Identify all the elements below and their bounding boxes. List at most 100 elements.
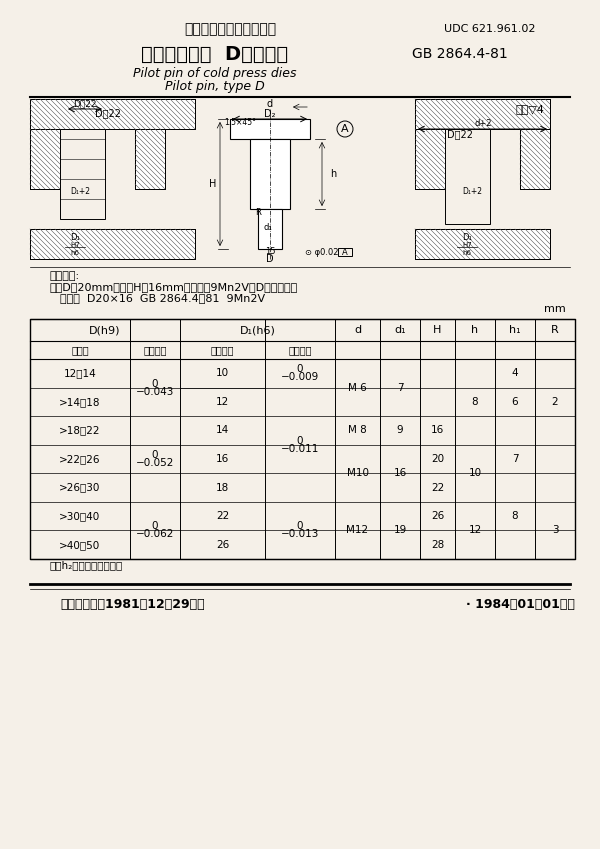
Bar <box>135 129 165 189</box>
Bar <box>250 139 290 209</box>
Bar <box>415 229 550 259</box>
Text: −0.052: −0.052 <box>136 458 174 468</box>
Text: −0.011: −0.011 <box>281 444 319 453</box>
Text: 极限偏差: 极限偏差 <box>143 345 167 355</box>
Text: mm: mm <box>544 304 566 314</box>
Text: 22: 22 <box>431 482 444 492</box>
Bar <box>415 229 550 259</box>
Text: M12: M12 <box>346 526 368 536</box>
Text: 0: 0 <box>152 379 158 389</box>
Text: H: H <box>209 179 217 189</box>
Text: d: d <box>354 325 361 335</box>
Text: 10: 10 <box>216 368 229 379</box>
Text: D₁: D₁ <box>70 233 80 241</box>
Text: 12: 12 <box>216 396 229 407</box>
Text: 其余▽4: 其余▽4 <box>515 104 544 114</box>
Text: >22～26: >22～26 <box>59 454 101 464</box>
Bar <box>135 129 165 189</box>
Text: 极限偏差: 极限偏差 <box>288 345 312 355</box>
Text: 28: 28 <box>431 540 444 549</box>
Text: 19: 19 <box>394 526 407 536</box>
Text: GB 2864.4-81: GB 2864.4-81 <box>412 47 508 61</box>
Text: D(h9): D(h9) <box>89 325 121 335</box>
Bar <box>338 248 352 256</box>
Text: 中华人民共和国国家标准: 中华人民共和国国家标准 <box>184 22 276 36</box>
Text: D₁+2: D₁+2 <box>70 187 90 195</box>
Text: h: h <box>330 169 336 179</box>
Text: 基本尺: 基本尺 <box>71 345 89 355</box>
Bar <box>415 129 445 189</box>
Bar <box>30 99 195 129</box>
Text: 7: 7 <box>512 454 518 464</box>
Text: 2: 2 <box>551 396 559 407</box>
Text: >26～30: >26～30 <box>59 482 101 492</box>
Text: 4: 4 <box>512 368 518 379</box>
Text: 22: 22 <box>216 511 229 521</box>
Text: D₁+2: D₁+2 <box>462 187 482 195</box>
Text: 16: 16 <box>431 425 444 436</box>
Bar <box>230 119 310 139</box>
Text: H7: H7 <box>70 242 80 248</box>
Text: D₂: D₂ <box>264 109 276 119</box>
Text: 注：h₂尺寸设计时确定。: 注：h₂尺寸设计时确定。 <box>50 560 123 570</box>
Text: 冷冲模导正销  D型导正销: 冷冲模导正销 D型导正销 <box>142 44 289 64</box>
Text: D＜22: D＜22 <box>95 108 121 118</box>
Text: UDC 621.961.02: UDC 621.961.02 <box>444 24 536 34</box>
Text: ⊙ φ0.02: ⊙ φ0.02 <box>305 248 338 256</box>
Text: A: A <box>342 248 348 256</box>
Text: D＜22: D＜22 <box>73 99 97 109</box>
Text: h6: h6 <box>463 250 472 256</box>
Text: 16: 16 <box>394 469 407 478</box>
Bar <box>30 129 60 189</box>
Text: · 1984－01－01实施: · 1984－01－01实施 <box>466 598 574 610</box>
Text: 16: 16 <box>216 454 229 464</box>
Text: 10: 10 <box>469 469 482 478</box>
Text: d₁: d₁ <box>263 222 272 232</box>
Text: d+2: d+2 <box>474 119 492 127</box>
Bar <box>520 129 550 189</box>
Bar <box>445 129 490 224</box>
Text: h: h <box>472 325 479 335</box>
Text: 8: 8 <box>472 396 478 407</box>
Text: 标记示例:: 标记示例: <box>50 271 80 281</box>
Text: Pilot pin, type D: Pilot pin, type D <box>165 80 265 93</box>
Text: −0.013: −0.013 <box>281 530 319 539</box>
Bar <box>520 129 550 189</box>
Text: 0: 0 <box>152 450 158 460</box>
Text: 1.5×45°: 1.5×45° <box>224 117 256 127</box>
Text: 26: 26 <box>431 511 444 521</box>
Text: 0: 0 <box>297 521 303 531</box>
Text: H: H <box>433 325 442 335</box>
Text: 0: 0 <box>297 364 303 374</box>
Text: R: R <box>255 207 261 216</box>
Text: 8: 8 <box>512 511 518 521</box>
Text: Pilot pin of cold press dies: Pilot pin of cold press dies <box>133 66 297 80</box>
Text: d: d <box>267 99 273 109</box>
Text: 6: 6 <box>512 396 518 407</box>
Text: >30～40: >30～40 <box>59 511 101 521</box>
Text: 12～14: 12～14 <box>64 368 97 379</box>
Text: R: R <box>551 325 559 335</box>
Text: 导正销  D20×16  GB 2864.4－81  9Mn2V: 导正销 D20×16 GB 2864.4－81 9Mn2V <box>60 293 265 303</box>
Text: H7: H7 <box>462 242 472 248</box>
Bar <box>60 129 105 219</box>
Text: d₁: d₁ <box>394 325 406 335</box>
Bar <box>415 99 550 129</box>
Text: 基本尺寸: 基本尺寸 <box>211 345 234 355</box>
Text: D₁(h6): D₁(h6) <box>239 325 275 335</box>
Text: 18: 18 <box>216 482 229 492</box>
Text: h6: h6 <box>71 250 79 256</box>
Bar <box>415 129 445 189</box>
Text: −0.009: −0.009 <box>281 372 319 382</box>
Text: M 6: M 6 <box>348 383 367 392</box>
Bar <box>30 229 195 259</box>
Text: >18～22: >18～22 <box>59 425 101 436</box>
Text: A: A <box>341 124 349 134</box>
Text: 26: 26 <box>216 540 229 549</box>
Bar <box>30 129 60 189</box>
Text: −0.062: −0.062 <box>136 530 174 539</box>
Text: 7: 7 <box>397 383 403 392</box>
Text: 直径D＝20mm、高度H＝16mm、材料为9Mn2V的D型导正销：: 直径D＝20mm、高度H＝16mm、材料为9Mn2V的D型导正销： <box>50 282 298 292</box>
Text: 15: 15 <box>265 246 275 256</box>
Bar <box>415 99 550 129</box>
